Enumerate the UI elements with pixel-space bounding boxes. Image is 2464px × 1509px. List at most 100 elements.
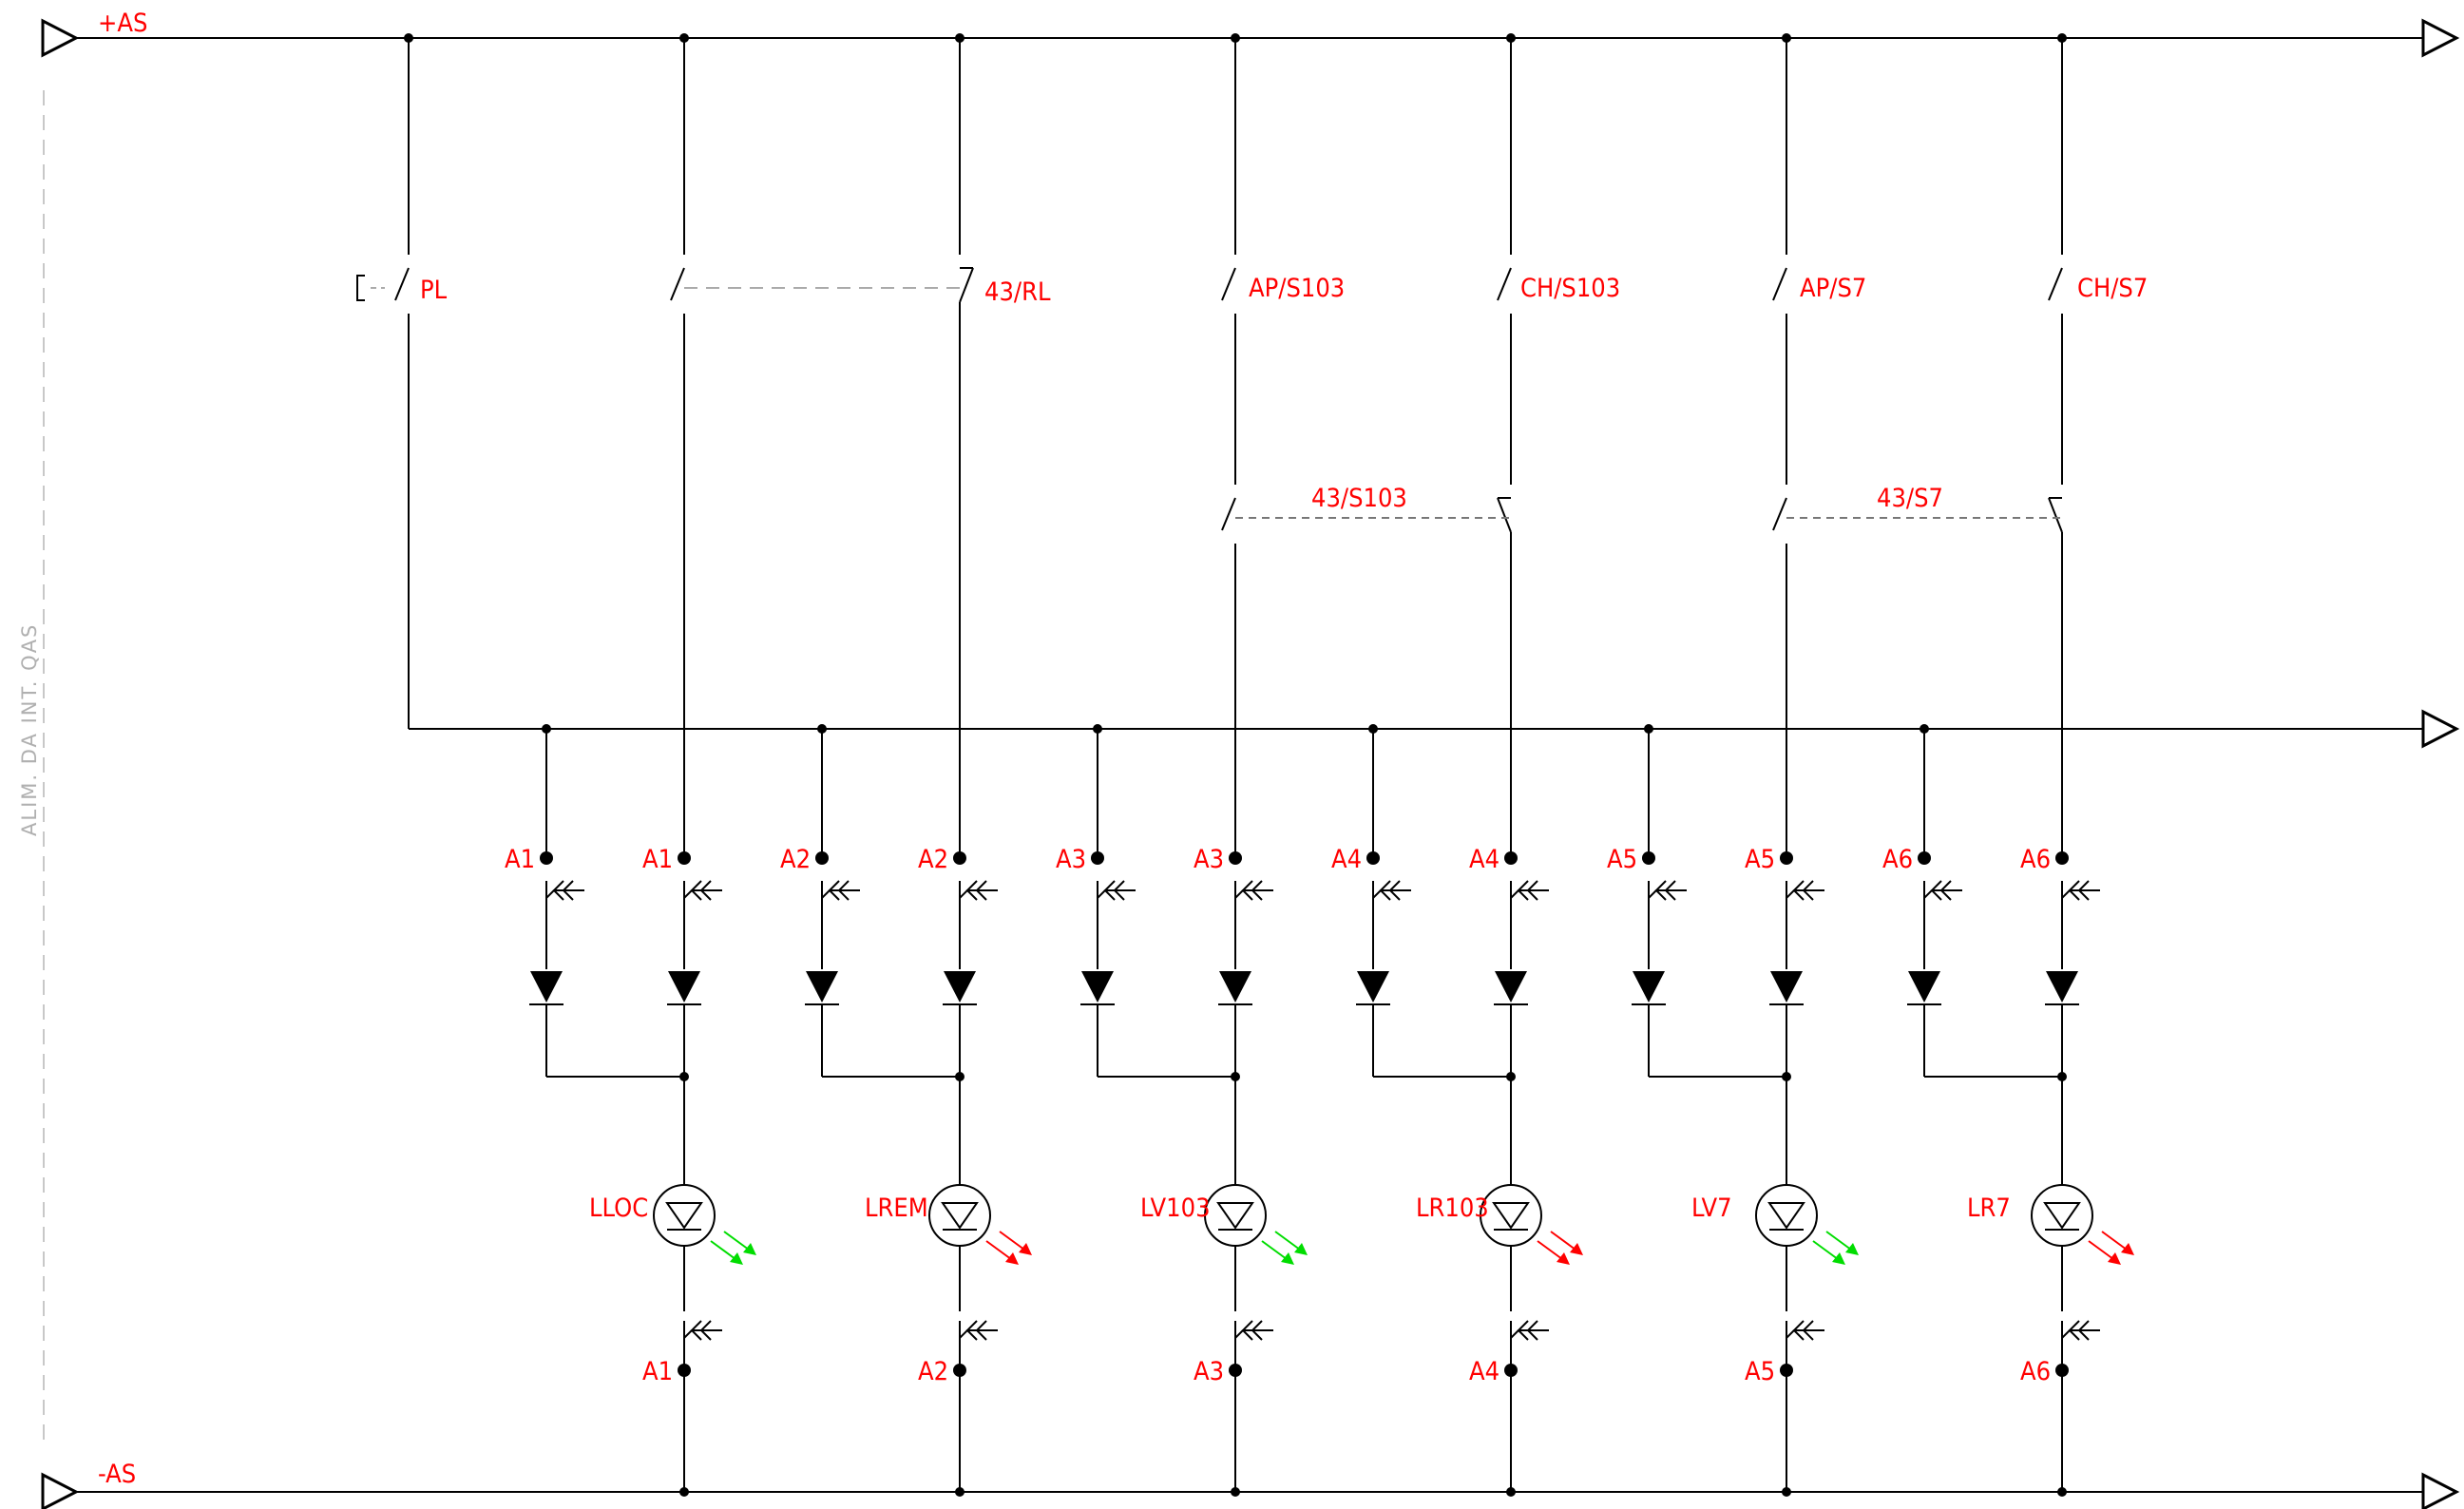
connector-upper-9: A5	[1607, 845, 1655, 874]
connector-lower-5-label: A5	[1745, 1357, 1775, 1386]
diode-12	[2045, 971, 2079, 1005]
negative-rail-label: -AS	[98, 1460, 136, 1489]
connector-upper-4: A2	[918, 845, 966, 874]
connector-upper-11: A6	[1882, 845, 1931, 874]
middle-bus	[409, 709, 2460, 749]
contact-ch-s7	[1786, 38, 2063, 858]
upper-stage-1: A1	[505, 845, 584, 1077]
lamp-stage-5: LV7 A5	[1691, 1077, 1859, 1492]
upper-stage-2: A1	[642, 845, 722, 1077]
connector-upper-6-label: A3	[1194, 845, 1224, 874]
connector-upper-12: A6	[2020, 845, 2069, 874]
connector-upper-3-label: A2	[780, 845, 811, 874]
connector-upper-5-label: A3	[1056, 845, 1086, 874]
connector-upper-1-label: A1	[505, 845, 535, 874]
diode-join-4	[1373, 1072, 1516, 1081]
diode-9	[1632, 971, 1666, 1005]
pl-pushbutton	[356, 38, 410, 729]
connector-lower-1-label: A1	[642, 1357, 673, 1386]
lamp-stage-3: LV103 A3	[1140, 1077, 1308, 1492]
upper-stage-11: A6	[1882, 845, 1962, 1077]
connector-lower-3-label: A3	[1194, 1357, 1224, 1386]
connector-upper-5: A3	[1056, 845, 1104, 874]
upper-stage-9: A5	[1607, 845, 1687, 1077]
connector-upper-4-label: A2	[918, 845, 948, 874]
diode-6	[1218, 971, 1252, 1005]
connector-upper-10-label: A5	[1745, 845, 1775, 874]
contact-ap-s7	[1772, 38, 1787, 858]
upper-stage-4: A2	[918, 845, 998, 1077]
contact-43rl	[959, 38, 974, 858]
lamp-label-5: LV7	[1691, 1194, 1732, 1223]
selector-label-43-s103: 43/S103	[1311, 484, 1407, 513]
lamp-4	[1480, 1184, 1542, 1247]
diode-8	[1494, 971, 1528, 1005]
connector-upper-9-label: A5	[1607, 845, 1637, 874]
switch-label-ap-s7: AP/S7	[1800, 274, 1866, 303]
diode-join-5	[1649, 1072, 1791, 1081]
lamp-label-3: LV103	[1140, 1194, 1211, 1223]
selector-label-43-s7: 43/S7	[1877, 484, 1943, 513]
upper-stage-8: A4	[1469, 845, 1549, 1077]
connector-upper-12-label: A6	[2020, 845, 2051, 874]
positive-rail	[41, 18, 2460, 58]
upper-stage-10: A5	[1745, 845, 1824, 1077]
diode-1	[529, 971, 563, 1005]
lamp-5	[1755, 1184, 1818, 1247]
diode-4	[943, 971, 977, 1005]
connector-upper-6: A3	[1194, 845, 1242, 874]
diode-5	[1080, 971, 1115, 1005]
upper-stage-12: A6	[2020, 845, 2100, 1077]
light-arrows-1	[710, 1231, 756, 1265]
supply-note: ALIM. DA INT. QAS	[18, 623, 41, 836]
upper-stage-7: A4	[1331, 845, 1411, 1077]
switch-label-ch-s103: CH/S103	[1520, 274, 1620, 303]
connector-upper-2: A1	[642, 845, 691, 874]
contact-ap-s103	[1221, 38, 1236, 858]
lamp-label-1: LLOC	[589, 1194, 648, 1223]
connector-upper-1: A1	[505, 845, 553, 874]
connector-upper-8: A4	[1469, 845, 1518, 874]
contact-ch-s103	[1235, 38, 1512, 858]
lamp-label-6: LR7	[1967, 1194, 2011, 1223]
upper-connector-stages: A1 A1 A2 A2 A3 A3 A4 A4 A5 A5 A6 A6	[505, 845, 2100, 1081]
diode-join-6	[1924, 1072, 2067, 1081]
light-arrows-2	[985, 1231, 1032, 1265]
switch-label-ch-s7: CH/S7	[2077, 274, 2148, 303]
connector-upper-7-label: A4	[1331, 845, 1362, 874]
light-arrows-5	[1812, 1231, 1859, 1265]
connector-upper-10: A5	[1745, 845, 1793, 874]
connector-lower-2-label: A2	[918, 1357, 948, 1386]
upper-stage-3: A2	[780, 845, 860, 1077]
lamp-label-4: LR103	[1416, 1194, 1489, 1223]
upper-stage-5: A3	[1056, 845, 1136, 1077]
connector-upper-2-label: A1	[642, 845, 673, 874]
lamp-1	[653, 1184, 716, 1247]
lamp-2	[928, 1184, 991, 1247]
connector-upper-7: A4	[1331, 845, 1380, 874]
connector-lower-6-label: A6	[2020, 1357, 2051, 1386]
lamp-stage-2: LREM A2	[865, 1077, 1032, 1492]
contact-col-720	[670, 38, 960, 858]
diode-7	[1356, 971, 1390, 1005]
bus-drops	[545, 729, 1925, 858]
diode-join-3	[1098, 1072, 1240, 1081]
diode-join-2	[822, 1072, 965, 1081]
connector-lower-4-label: A4	[1469, 1357, 1499, 1386]
diode-11	[1907, 971, 1941, 1005]
switch-label-ap-s103: AP/S103	[1249, 274, 1345, 303]
connector-lower-6: A6	[2020, 1357, 2069, 1386]
lamp-stage-4: LR103 A4	[1416, 1077, 1583, 1492]
light-arrows-4	[1537, 1231, 1583, 1265]
switch-label-pl: PL	[420, 276, 448, 305]
switch-label-43rl: 43/RL	[984, 277, 1051, 307]
positive-rail-label: +AS	[98, 9, 147, 38]
lamp-stage-1: LLOC A1	[589, 1077, 756, 1492]
connector-upper-11-label: A6	[1882, 845, 1913, 874]
lamp-label-2: LREM	[865, 1194, 928, 1223]
diode-10	[1769, 971, 1804, 1005]
lamp-6	[2031, 1184, 2093, 1247]
connector-upper-3: A2	[780, 845, 829, 874]
negative-rail	[41, 1472, 2460, 1509]
